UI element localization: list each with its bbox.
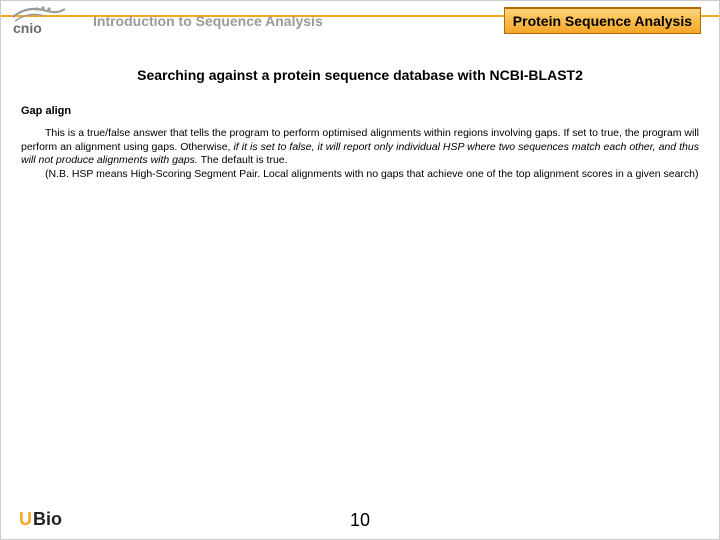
body-text-part-2: The default is true.: [198, 154, 288, 166]
section-heading: Gap align: [21, 105, 719, 117]
cnio-logo: cnio: [7, 3, 73, 39]
page-number: 10: [350, 510, 370, 531]
header-title: Introduction to Sequence Analysis: [93, 13, 323, 29]
topic-badge: Protein Sequence Analysis: [504, 7, 701, 34]
body-paragraph: This is a true/false answer that tells t…: [21, 127, 699, 182]
ubio-logo: U Bio: [19, 507, 79, 529]
body-text-note: (N.B. HSP means High-Scoring Segment Pai…: [45, 168, 699, 180]
svg-text:cnio: cnio: [13, 20, 42, 36]
slide-subtitle: Searching against a protein sequence dat…: [1, 67, 719, 83]
svg-text:U: U: [19, 509, 32, 529]
svg-text:Bio: Bio: [33, 509, 62, 529]
slide-header: cnio Introduction to Sequence Analysis P…: [1, 1, 719, 43]
